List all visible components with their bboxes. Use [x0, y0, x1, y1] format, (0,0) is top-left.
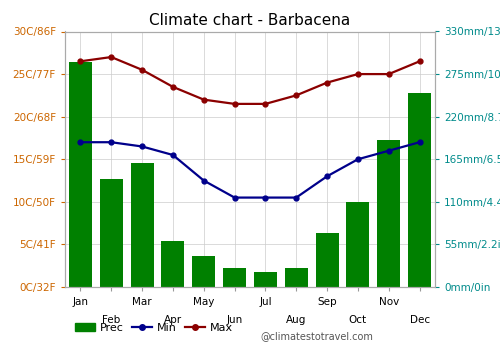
Text: Jul: Jul [259, 297, 272, 307]
Text: May: May [193, 297, 214, 307]
Text: Sep: Sep [318, 297, 337, 307]
Text: @climatestotravel.com: @climatestotravel.com [260, 331, 373, 341]
Bar [377, 140, 400, 287]
Bar [284, 268, 308, 287]
Text: Mar: Mar [132, 297, 152, 307]
Text: Nov: Nov [378, 297, 399, 307]
Text: Jun: Jun [226, 315, 242, 325]
Bar [192, 256, 216, 287]
Text: Aug: Aug [286, 315, 306, 325]
Legend: Prec, Min, Max: Prec, Min, Max [70, 319, 237, 338]
Bar [69, 62, 92, 287]
Text: Oct: Oct [349, 315, 367, 325]
Bar [254, 272, 277, 287]
Bar [100, 178, 123, 287]
Bar [346, 202, 370, 287]
Text: Dec: Dec [410, 315, 430, 325]
Text: Apr: Apr [164, 315, 182, 325]
Text: Jan: Jan [72, 297, 88, 307]
Bar [130, 163, 154, 287]
Bar [162, 240, 184, 287]
Title: Climate chart - Barbacena: Climate chart - Barbacena [150, 13, 350, 28]
Text: Feb: Feb [102, 315, 120, 325]
Bar [408, 93, 431, 287]
Bar [223, 268, 246, 287]
Bar [316, 233, 338, 287]
